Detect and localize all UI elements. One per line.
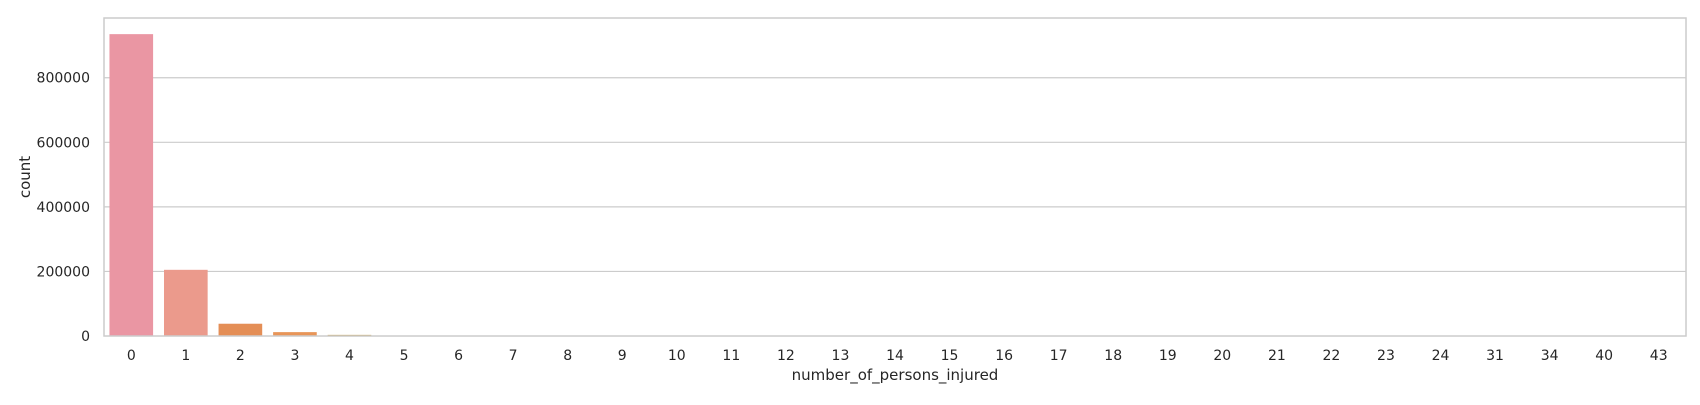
y-tick-label: 0 [81, 329, 90, 345]
x-tick-label: 15 [941, 348, 959, 364]
y-tick-labels: 0 200000 400000 600000 800000 [37, 71, 90, 345]
x-tick-label: 24 [1432, 348, 1450, 364]
bar-0 [109, 34, 153, 336]
x-tick-label: 40 [1595, 348, 1613, 364]
y-tick-label: 400000 [37, 200, 90, 216]
x-tick-label: 12 [777, 348, 795, 364]
x-tick-label: 3 [290, 348, 299, 364]
x-tick-label: 18 [1104, 348, 1122, 364]
x-tick-label: 8 [563, 348, 572, 364]
x-tick-label: 23 [1377, 348, 1395, 364]
plot-frame [104, 18, 1686, 336]
x-tick-label: 21 [1268, 348, 1286, 364]
x-tick-label: 0 [127, 348, 136, 364]
x-tick-label: 5 [400, 348, 409, 364]
x-tick-label: 9 [618, 348, 627, 364]
x-tick-label: 1 [181, 348, 190, 364]
bars [109, 34, 1680, 336]
bar-2 [219, 324, 263, 336]
x-tick-label: 11 [722, 348, 740, 364]
x-tick-label: 34 [1541, 348, 1559, 364]
x-tick-label: 14 [886, 348, 904, 364]
x-tick-label: 4 [345, 348, 354, 364]
x-tick-label: 19 [1159, 348, 1177, 364]
x-tick-label: 43 [1650, 348, 1668, 364]
gridlines [104, 78, 1686, 272]
x-tick-label: 6 [454, 348, 463, 364]
x-axis-label: number_of_persons_injured [792, 366, 999, 385]
x-tick-label: 17 [1050, 348, 1068, 364]
x-tick-label: 22 [1322, 348, 1340, 364]
y-axis-label: count [16, 156, 34, 198]
x-tick-label: 16 [995, 348, 1013, 364]
x-tick-label: 13 [832, 348, 850, 364]
bar-1 [164, 270, 208, 336]
x-tick-label: 7 [509, 348, 518, 364]
y-tick-label: 800000 [37, 71, 90, 87]
x-tick-label: 20 [1213, 348, 1231, 364]
y-tick-label: 200000 [37, 264, 90, 280]
x-tick-label: 10 [668, 348, 686, 364]
x-tick-label: 2 [236, 348, 245, 364]
y-tick-label: 600000 [37, 135, 90, 151]
x-tick-label: 31 [1486, 348, 1504, 364]
